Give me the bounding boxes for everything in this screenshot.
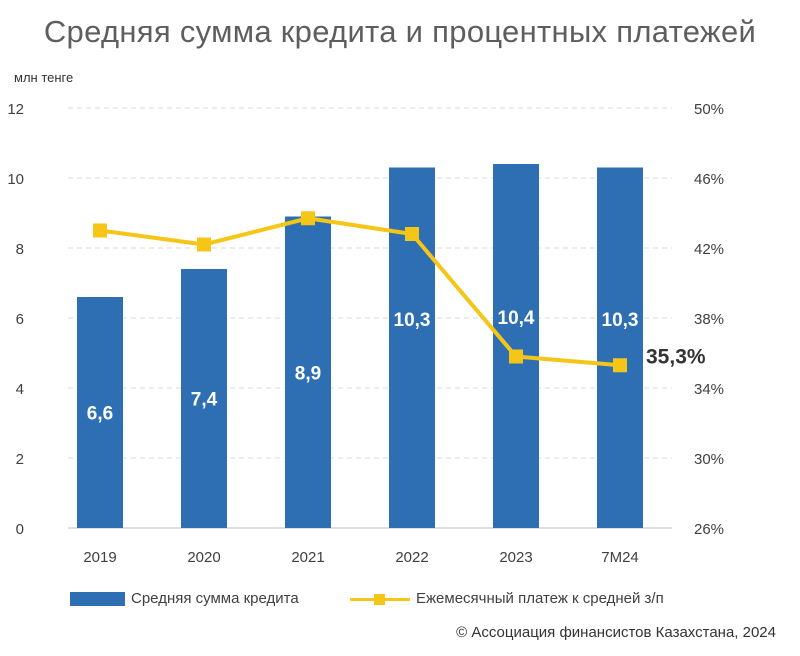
left-axis-tick-label: 10	[7, 171, 24, 188]
bar	[285, 216, 331, 528]
bar-data-label: 10,4	[498, 308, 535, 329]
line-point-marker	[197, 237, 211, 252]
left-axis-tick-label: 2	[16, 451, 24, 468]
line-point-marker	[93, 223, 107, 238]
bar-data-label: 10,3	[394, 310, 431, 331]
bar	[493, 164, 539, 528]
right-axis-tick-label: 26%	[694, 521, 724, 538]
left-axis-tick-label: 6	[16, 311, 24, 328]
right-axis-tick-label: 50%	[694, 101, 724, 118]
line-point-marker	[405, 227, 419, 241]
left-axis-unit-label: млн тенге	[14, 70, 74, 85]
line-end-data-label: 35,3%	[646, 345, 706, 368]
line-point-marker	[301, 211, 315, 226]
right-axis-tick-label: 46%	[694, 171, 724, 188]
bar-data-label: 8,9	[295, 363, 321, 384]
legend: Средняя сумма кредита Ежемесячный платеж…	[0, 590, 800, 614]
x-axis-tick-label: 2019	[83, 549, 116, 566]
x-axis-tick-label: 2021	[291, 549, 324, 566]
legend-item-bar: Средняя сумма кредита	[70, 590, 299, 607]
line-series-path	[99, 216, 621, 368]
line-point-marker	[509, 349, 523, 364]
x-axis-tick-label: 2020	[187, 549, 220, 566]
x-axis-tick-label: 7М24	[601, 549, 639, 566]
bar	[181, 269, 227, 528]
legend-bar-label: Средняя сумма кредита	[131, 590, 299, 607]
bar	[77, 297, 123, 528]
bar	[597, 167, 643, 528]
bar-data-label: 7,4	[191, 390, 218, 411]
chart-area: 0 2 4 6 8 10 12 26% 30% 34% 38% 42% 46% 50% 6,6 7,4 8,9 1…	[7, 101, 724, 566]
right-axis-tick-label: 34%	[694, 381, 724, 398]
right-axis-tick-label: 38%	[694, 311, 724, 328]
left-axis-tick-label: 12	[7, 101, 24, 118]
line-point-marker	[613, 358, 627, 373]
chart-title: Средняя сумма кредита и процентных плате…	[43, 14, 757, 49]
x-axis-tick-label: 2023	[499, 549, 532, 566]
legend-bar-swatch	[70, 591, 125, 606]
left-axis-tick-label: 0	[16, 521, 24, 538]
left-axis-tick-label: 4	[16, 381, 24, 398]
right-axis-tick-label: 42%	[694, 241, 724, 258]
legend-item-line: Ежемесячный платеж к средней з/п	[350, 590, 664, 607]
legend-line-label: Ежемесячный платеж к средней з/п	[416, 590, 664, 607]
bar	[389, 167, 435, 528]
right-axis-tick-label: 30%	[694, 451, 724, 468]
legend-line-swatch	[350, 592, 410, 606]
x-axis-tick-label: 2022	[395, 549, 428, 566]
left-axis-tick-label: 8	[16, 241, 24, 258]
bar-data-label: 10,3	[602, 310, 639, 331]
copyright-note: © Ассоциация финансистов Казахстана, 202…	[456, 624, 776, 641]
bar-data-label: 6,6	[87, 404, 113, 425]
